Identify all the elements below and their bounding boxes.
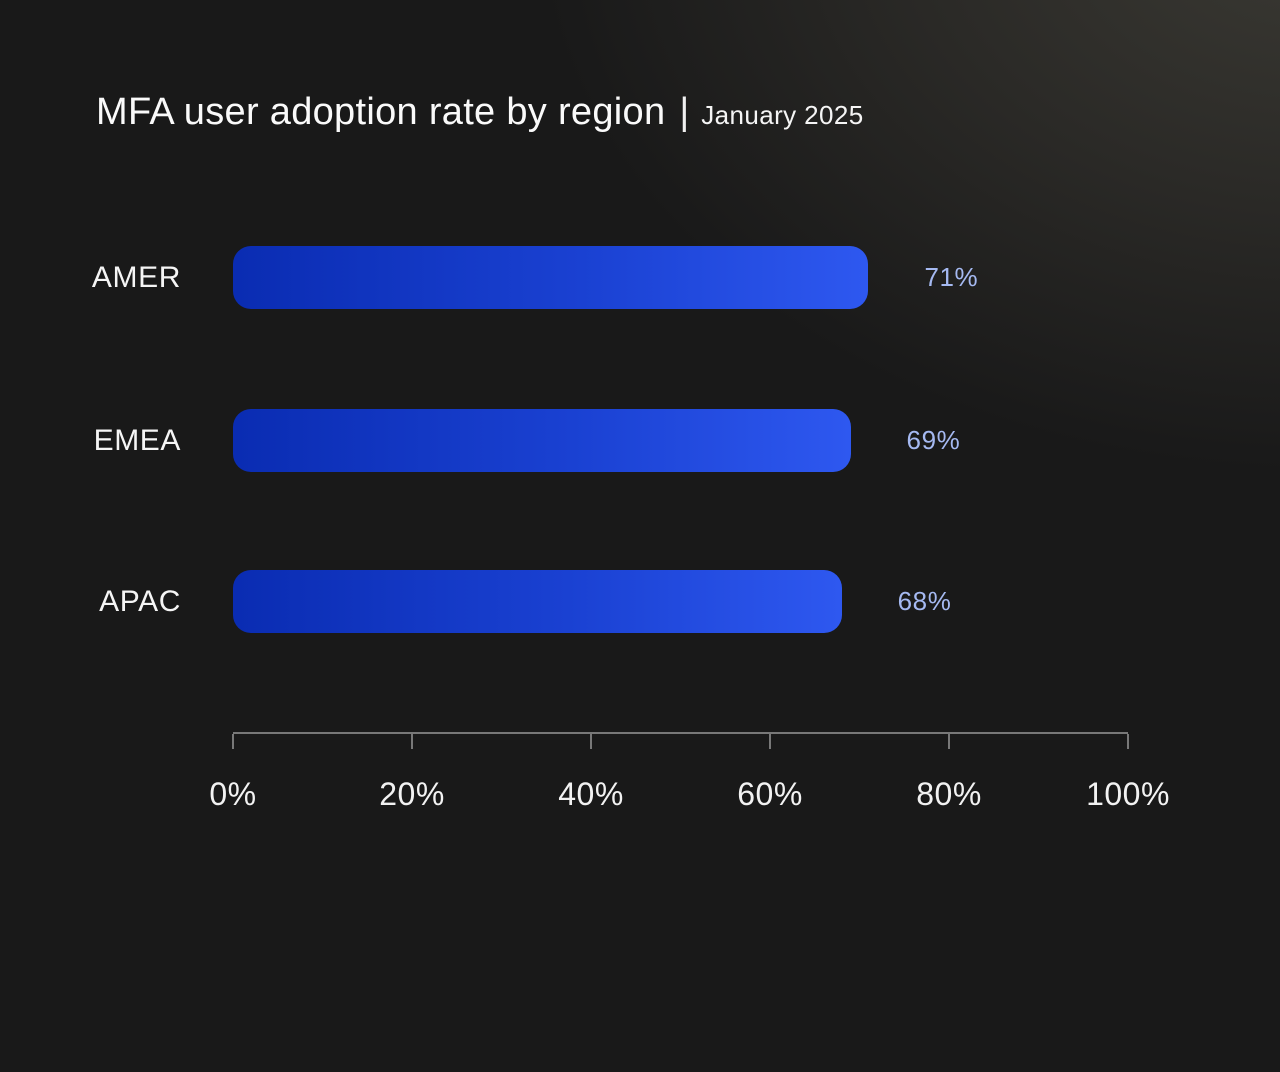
x-axis-tick-40	[590, 734, 592, 749]
page-title: MFA user adoption rate by region	[96, 91, 666, 133]
x-axis-tick-100	[1127, 734, 1129, 749]
bar-amer	[233, 246, 869, 309]
x-axis-tick-60	[769, 734, 771, 749]
x-axis-tick-0	[232, 734, 234, 749]
bar-apac	[233, 570, 842, 633]
category-label-apac: APAC	[99, 584, 181, 618]
value-label-amer: 71%	[924, 262, 979, 292]
x-axis-label-80: 80%	[916, 776, 982, 812]
x-axis-tick-20	[411, 734, 413, 749]
bar-row-emea: EMEA 69%	[0, 409, 1280, 472]
bar-track-amer: 71%	[233, 246, 1128, 309]
category-label-emea: EMEA	[93, 423, 181, 457]
x-axis-label-40: 40%	[558, 776, 624, 812]
title-separator: |	[679, 91, 690, 133]
chart-subtitle: January 2025	[701, 100, 864, 130]
x-axis-label-0: 0%	[209, 776, 257, 812]
bar-track-emea: 69%	[233, 409, 1128, 472]
x-axis-tick-80	[948, 734, 950, 749]
category-label-amer: AMER	[91, 260, 181, 294]
bar-row-apac: APAC 68%	[0, 570, 1280, 633]
bar-emea	[233, 409, 851, 472]
bar-row-amer: AMER 71%	[0, 246, 1280, 309]
bar-track-apac: 68%	[233, 570, 1128, 633]
x-axis-label-100: 100%	[1086, 776, 1170, 812]
value-label-emea: 69%	[906, 425, 961, 455]
chart-header: MFA user adoption rate by region | January…	[96, 90, 864, 136]
value-label-apac: 68%	[897, 586, 952, 616]
x-axis: 0% 20% 40% 60% 80% 100%	[209, 732, 1169, 812]
x-axis-label-60: 60%	[737, 776, 803, 812]
x-axis-label-20: 20%	[379, 776, 445, 812]
